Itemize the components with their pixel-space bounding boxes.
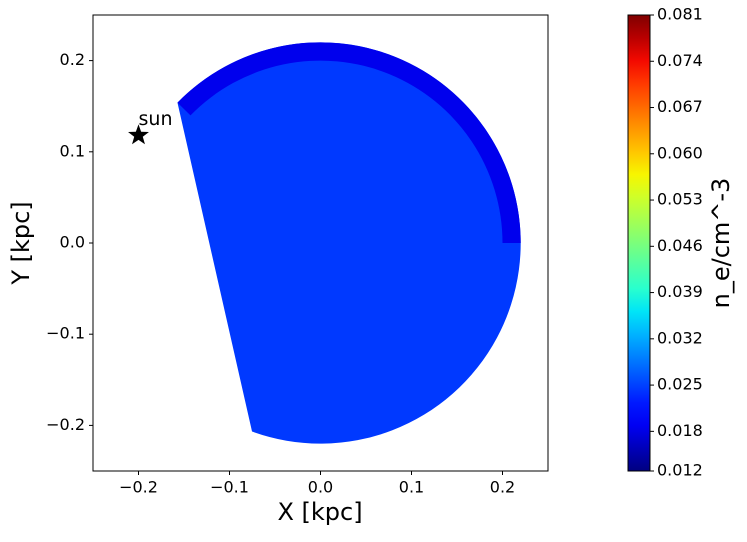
x-tick-label: −0.2	[119, 478, 158, 497]
colorbar-tick-label: 0.060	[657, 143, 703, 162]
colorbar-tick-label: 0.018	[657, 421, 703, 440]
colorbar-tick-label: 0.032	[657, 328, 703, 347]
colorbar-tick-label: 0.025	[657, 375, 703, 394]
x-tick-label: 0.0	[308, 478, 333, 497]
x-tick-label: −0.1	[210, 478, 249, 497]
colorbar-label: n_e/cm^-3	[707, 178, 735, 309]
y-tick-label: 0.2	[60, 50, 85, 69]
region	[177, 42, 521, 444]
colorbar-tick-label: 0.039	[657, 282, 703, 301]
region	[177, 42, 521, 243]
y-tick-label: −0.1	[46, 324, 85, 343]
sun-label: sun	[139, 108, 173, 130]
y-tick-label: −0.2	[46, 415, 85, 434]
sun-marker	[128, 124, 149, 145]
colorbar	[627, 14, 651, 472]
colorbar-tick-label: 0.074	[657, 51, 703, 70]
colorbar-tick-label: 0.053	[657, 190, 703, 209]
x-tick-label: 0.1	[399, 478, 424, 497]
y-tick-label: 0.0	[60, 233, 85, 252]
colorbar-tick-label: 0.081	[657, 5, 703, 24]
colorbar-tick-label: 0.012	[657, 461, 703, 480]
y-tick-label: 0.1	[60, 141, 85, 160]
x-tick-label: 0.2	[490, 478, 515, 497]
y-axis-label: Y [kpc]	[7, 201, 35, 285]
x-axis-label: X [kpc]	[277, 498, 362, 526]
colorbar-tick-label: 0.067	[657, 97, 703, 116]
colorbar-tick-label: 0.046	[657, 236, 703, 255]
